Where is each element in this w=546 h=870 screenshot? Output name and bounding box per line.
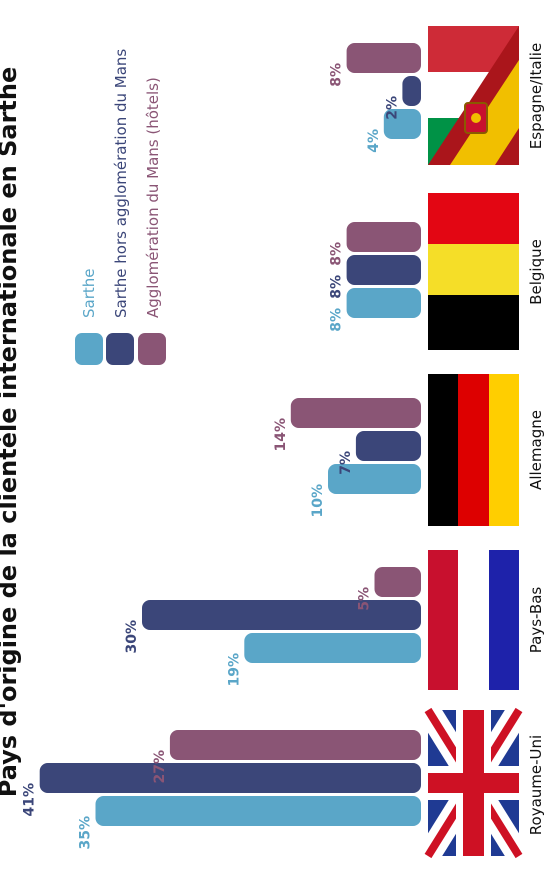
- bar-espagne-italie-series-2: [402, 76, 421, 106]
- value-label-royaume-uni-series-3: 27%: [152, 750, 168, 784]
- value-label-belgique-series-1: 8%: [329, 308, 345, 332]
- legend-label-sarthe: Sarthe: [80, 269, 98, 319]
- bar-belgique-series-1: [346, 288, 421, 318]
- value-label-pays-bas-series-1: 19%: [226, 653, 242, 687]
- value-label-pays-bas-series-3: 5%: [357, 587, 373, 611]
- bar-royaume-uni-series-2: [39, 763, 421, 793]
- country-labels: Royaume-Uni Pays-Bas Allemagne Belgique …: [527, 43, 545, 835]
- chart-title: Pays d'origine de la clientèle internati…: [0, 67, 22, 798]
- value-label-pays-bas-series-2: 30%: [124, 620, 140, 654]
- value-label-allemagne-series-3: 14%: [273, 418, 289, 452]
- value-label-royaume-uni-series-1: 35%: [78, 816, 94, 850]
- flags: [417, 26, 530, 863]
- bar-royaume-uni-series-1: [95, 796, 421, 826]
- country-label-belgique: Belgique: [527, 239, 545, 305]
- legend: Sarthe Sarthe hors agglomération du Mans…: [75, 49, 166, 365]
- uk-flag-icon: [417, 703, 530, 863]
- legend-label-hors-agglo: Sarthe hors agglomération du Mans: [112, 49, 130, 318]
- country-label-espagne-italie: Espagne/Italie: [527, 43, 545, 149]
- germany-flag-icon: [428, 374, 519, 526]
- bar-royaume-uni-series-3: [169, 730, 421, 760]
- value-label-espagne-italie-series-2: 2%: [384, 96, 400, 120]
- legend-swatch-agglo: [138, 333, 166, 365]
- bars: 35% 41% 27% 19% 30% 5% 10% 7% 14% 8% 8% 8% 4%2% 8%: [22, 43, 421, 850]
- value-label-allemagne-series-1: 10%: [310, 484, 326, 518]
- bar-pays-bas-series-2: [142, 600, 421, 630]
- value-label-espagne-italie-series-3: 8%: [329, 63, 345, 87]
- spain-italy-flag-icon: [428, 26, 519, 165]
- bar-espagne-italie-series-3: [346, 43, 421, 73]
- country-label-allemagne: Allemagne: [527, 410, 545, 490]
- bar-pays-bas-series-1: [244, 633, 421, 663]
- bar-espagne-italie-series-1: [383, 109, 421, 139]
- legend-swatch-hors-agglo: [106, 333, 134, 365]
- value-label-royaume-uni-series-2: 41%: [22, 783, 38, 817]
- belgium-flag-icon: [428, 193, 519, 350]
- bar-belgique-series-3: [346, 222, 421, 252]
- legend-swatch-sarthe: [75, 333, 103, 365]
- country-label-pays-bas: Pays-Bas: [527, 587, 545, 654]
- bar-pays-bas-series-3: [374, 567, 421, 597]
- netherlands-flag-icon: [428, 550, 519, 690]
- bar-allemagne-series-3: [290, 398, 421, 428]
- value-label-belgique-series-2: 8%: [329, 275, 345, 299]
- bar-allemagne-series-2: [355, 431, 421, 461]
- value-label-espagne-italie-series-1: 4%: [366, 129, 382, 153]
- value-label-belgique-series-3: 8%: [329, 242, 345, 266]
- bar-allemagne-series-1: [328, 464, 421, 494]
- country-label-royaume-uni: Royaume-Uni: [527, 735, 545, 835]
- legend-label-agglo: Agglomération du Mans (hôtels): [144, 77, 162, 318]
- value-label-allemagne-series-2: 7%: [338, 451, 354, 475]
- bar-belgique-series-2: [346, 255, 421, 285]
